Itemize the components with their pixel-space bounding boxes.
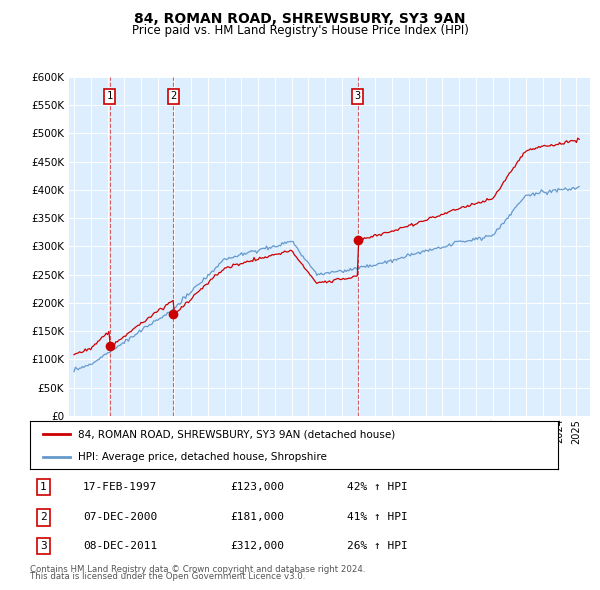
Text: 2: 2 [40, 513, 47, 522]
Text: 17-FEB-1997: 17-FEB-1997 [83, 482, 157, 492]
Text: 2: 2 [170, 91, 176, 101]
Text: £181,000: £181,000 [230, 513, 284, 522]
Text: Contains HM Land Registry data © Crown copyright and database right 2024.: Contains HM Land Registry data © Crown c… [30, 565, 365, 574]
Text: This data is licensed under the Open Government Licence v3.0.: This data is licensed under the Open Gov… [30, 572, 305, 581]
Text: £312,000: £312,000 [230, 541, 284, 551]
Text: 41% ↑ HPI: 41% ↑ HPI [347, 513, 407, 522]
Text: 07-DEC-2000: 07-DEC-2000 [83, 513, 157, 522]
Text: Price paid vs. HM Land Registry's House Price Index (HPI): Price paid vs. HM Land Registry's House … [131, 24, 469, 37]
Text: 1: 1 [40, 482, 47, 492]
Text: 1: 1 [106, 91, 113, 101]
Text: 84, ROMAN ROAD, SHREWSBURY, SY3 9AN (detached house): 84, ROMAN ROAD, SHREWSBURY, SY3 9AN (det… [77, 429, 395, 439]
Text: HPI: Average price, detached house, Shropshire: HPI: Average price, detached house, Shro… [77, 452, 326, 462]
Text: 84, ROMAN ROAD, SHREWSBURY, SY3 9AN: 84, ROMAN ROAD, SHREWSBURY, SY3 9AN [134, 12, 466, 27]
Text: £123,000: £123,000 [230, 482, 284, 492]
Text: 42% ↑ HPI: 42% ↑ HPI [347, 482, 407, 492]
Text: 3: 3 [355, 91, 361, 101]
Text: 08-DEC-2011: 08-DEC-2011 [83, 541, 157, 551]
Text: 26% ↑ HPI: 26% ↑ HPI [347, 541, 407, 551]
Text: 3: 3 [40, 541, 47, 551]
